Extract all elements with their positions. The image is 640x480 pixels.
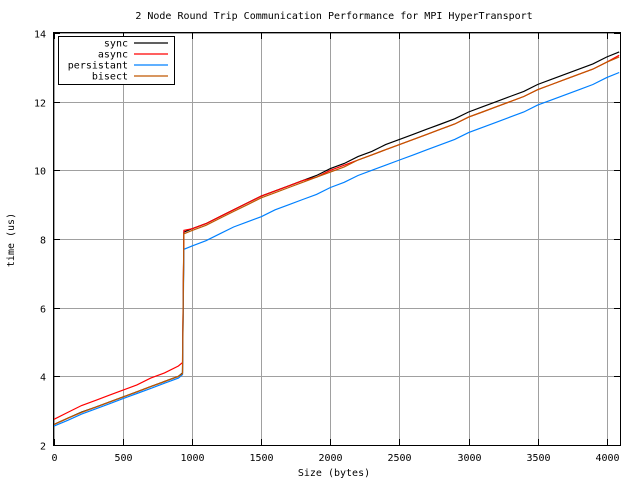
x-axis-ticks: 0 500 1000 1500 2000 2500 3000 3500 4000 xyxy=(51,33,620,464)
y-tick-label: 14 xyxy=(34,30,46,41)
x-tick-label: 3000 xyxy=(457,453,481,464)
y-tick-label: 6 xyxy=(40,305,46,316)
legend-label-persistant: persistant xyxy=(68,61,128,72)
x-tick-label: 3500 xyxy=(526,453,550,464)
series-line-async xyxy=(53,54,620,420)
x-axis-title: Size (bytes) xyxy=(298,468,370,479)
x-tick-label: 1500 xyxy=(249,453,273,464)
y-tick-label: 8 xyxy=(40,236,46,247)
series-line-sync xyxy=(53,51,620,425)
x-tick-label: 1000 xyxy=(180,453,204,464)
series-lines xyxy=(53,51,620,427)
grid-lines xyxy=(54,33,620,446)
legend-label-async: async xyxy=(98,50,128,61)
plot-frame xyxy=(53,32,621,446)
legend-label-bisect: bisect xyxy=(92,72,128,83)
series-line-bisect xyxy=(53,56,620,425)
x-tick-label: 2000 xyxy=(318,453,342,464)
y-axis-ticks: 2 4 6 8 10 12 14 xyxy=(34,30,620,453)
y-axis-title: time (us) xyxy=(6,213,17,267)
y-tick-label: 2 xyxy=(40,442,46,453)
y-tick-label: 10 xyxy=(34,167,46,178)
y-tick-label: 12 xyxy=(34,99,46,110)
x-tick-label: 0 xyxy=(51,453,57,464)
x-tick-label: 2500 xyxy=(387,453,411,464)
y-tick-label: 4 xyxy=(40,373,46,384)
x-tick-label: 4000 xyxy=(595,453,619,464)
chart-title: 2 Node Round Trip Communication Performa… xyxy=(135,11,532,22)
x-tick-label: 500 xyxy=(114,453,132,464)
series-line-persistant xyxy=(53,71,620,427)
legend-label-sync: sync xyxy=(104,39,128,50)
